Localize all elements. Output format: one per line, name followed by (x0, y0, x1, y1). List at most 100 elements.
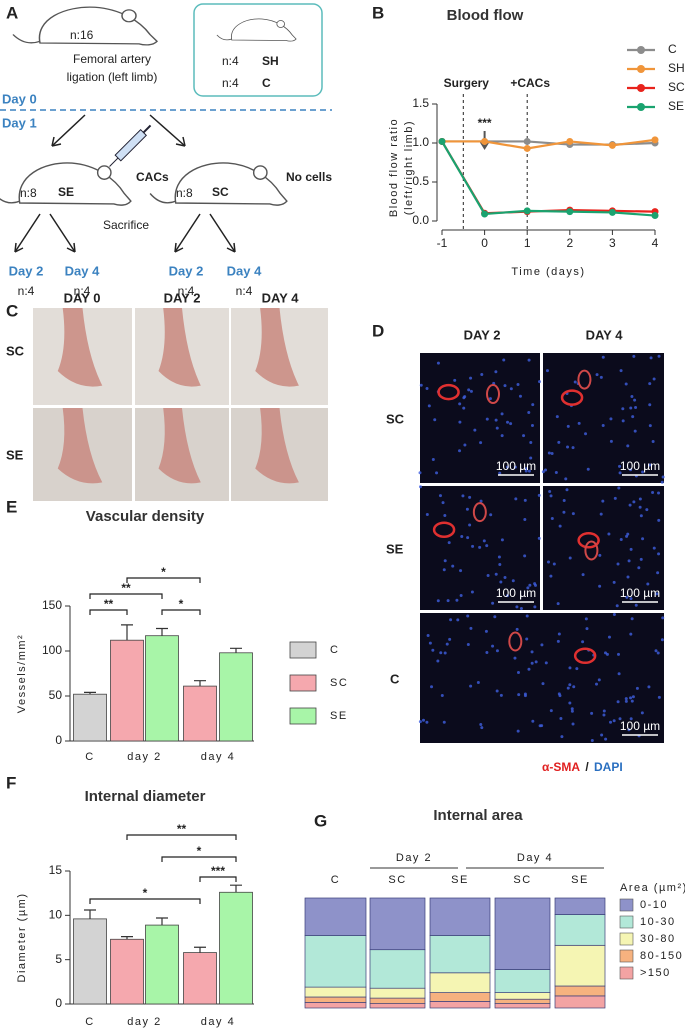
micrograph (543, 486, 664, 610)
nucleus (550, 516, 554, 520)
mouse (216, 18, 297, 42)
syringe-plunger (142, 124, 152, 134)
nucleus (442, 568, 446, 572)
nucleus (581, 573, 585, 577)
arrow-head (14, 242, 24, 253)
nucleus (488, 397, 492, 401)
x-tick-label: 4 (652, 236, 659, 250)
nucleus (425, 720, 429, 724)
legend-swatch (619, 932, 634, 946)
nucleus (566, 445, 570, 449)
nucleus (654, 649, 658, 653)
nucleus (480, 726, 484, 730)
nucleus (491, 601, 495, 605)
nucleus (435, 471, 439, 475)
bar (145, 924, 179, 1005)
significance-bracket (161, 609, 201, 615)
paw (158, 408, 201, 484)
nucleus (544, 661, 548, 665)
nucleus (560, 735, 564, 739)
nucleus (425, 513, 429, 517)
nucleus (458, 449, 462, 453)
x-tick-label: SE (451, 874, 469, 886)
nucleus (575, 667, 579, 671)
nucleus (661, 616, 665, 620)
nucleus (657, 695, 661, 699)
row-label: C (390, 671, 400, 686)
vessel (573, 647, 597, 665)
error-bar (194, 946, 206, 953)
nucleus (443, 651, 447, 655)
point (481, 210, 489, 218)
sacrifice: Sacrifice (103, 218, 149, 232)
nucleus (469, 626, 473, 630)
stain-separator: / (585, 760, 589, 774)
nucleus (627, 728, 631, 732)
nucleus (632, 500, 636, 504)
legend-swatch (619, 949, 634, 963)
nucleus (633, 429, 637, 433)
nucleus (433, 418, 437, 422)
nucleus (609, 439, 613, 443)
nucleus (436, 361, 440, 365)
significance-bracket (89, 898, 201, 904)
vessel (584, 540, 599, 561)
bar (219, 891, 253, 1005)
nucleus (418, 485, 422, 489)
nucleus (601, 355, 605, 359)
endpoint-n: n:4 (236, 284, 253, 298)
bar-segment (429, 1001, 491, 1009)
nucleus (523, 554, 527, 558)
y-axis-label: Vessels/mm² (16, 634, 28, 713)
count: n:4 (222, 76, 239, 90)
nucleus (538, 380, 542, 384)
nucleus (538, 724, 542, 728)
nucleus (648, 463, 652, 467)
nucleus (459, 569, 463, 573)
arrow-head (66, 242, 76, 253)
nucleus (523, 692, 527, 696)
nucleus (495, 689, 499, 693)
nucleus (629, 717, 633, 721)
nucleus (470, 590, 474, 594)
paw (158, 308, 201, 387)
nucleus (600, 733, 604, 737)
legend-swatch (619, 915, 634, 929)
micrograph (420, 613, 664, 743)
nucleus (626, 444, 630, 448)
x-tick-label: SE (571, 874, 589, 886)
nucleus (509, 422, 513, 426)
nucleus (526, 586, 530, 590)
endpoint-day: Day 2 (169, 263, 204, 278)
nucleus (570, 709, 574, 713)
nucleus (540, 643, 544, 647)
scale-bar-label: 100 µm (620, 586, 660, 600)
nucleus (453, 378, 457, 382)
legend-label: 80-150 (640, 950, 683, 962)
nucleus (616, 652, 620, 656)
nucleus (469, 389, 473, 393)
nucleus (544, 468, 548, 472)
nucleus (531, 403, 535, 407)
nucleus (516, 382, 520, 386)
nucleus (495, 649, 499, 653)
nucleus (497, 555, 501, 559)
nucleus (421, 718, 425, 722)
nucleus (499, 693, 503, 697)
point (608, 141, 616, 149)
point (566, 208, 574, 216)
bar-segment (554, 897, 606, 915)
y-tick-label: 0 (55, 733, 62, 747)
nucleus (515, 627, 519, 631)
nucleus (469, 376, 473, 380)
nucleus (556, 602, 560, 606)
nucleus (625, 595, 629, 599)
nucleus (609, 720, 613, 724)
nucleus (607, 635, 611, 639)
series-line (441, 140, 656, 217)
nucleus (657, 518, 661, 522)
nucleus (482, 539, 486, 543)
arrow (149, 114, 186, 147)
bar (183, 685, 217, 742)
